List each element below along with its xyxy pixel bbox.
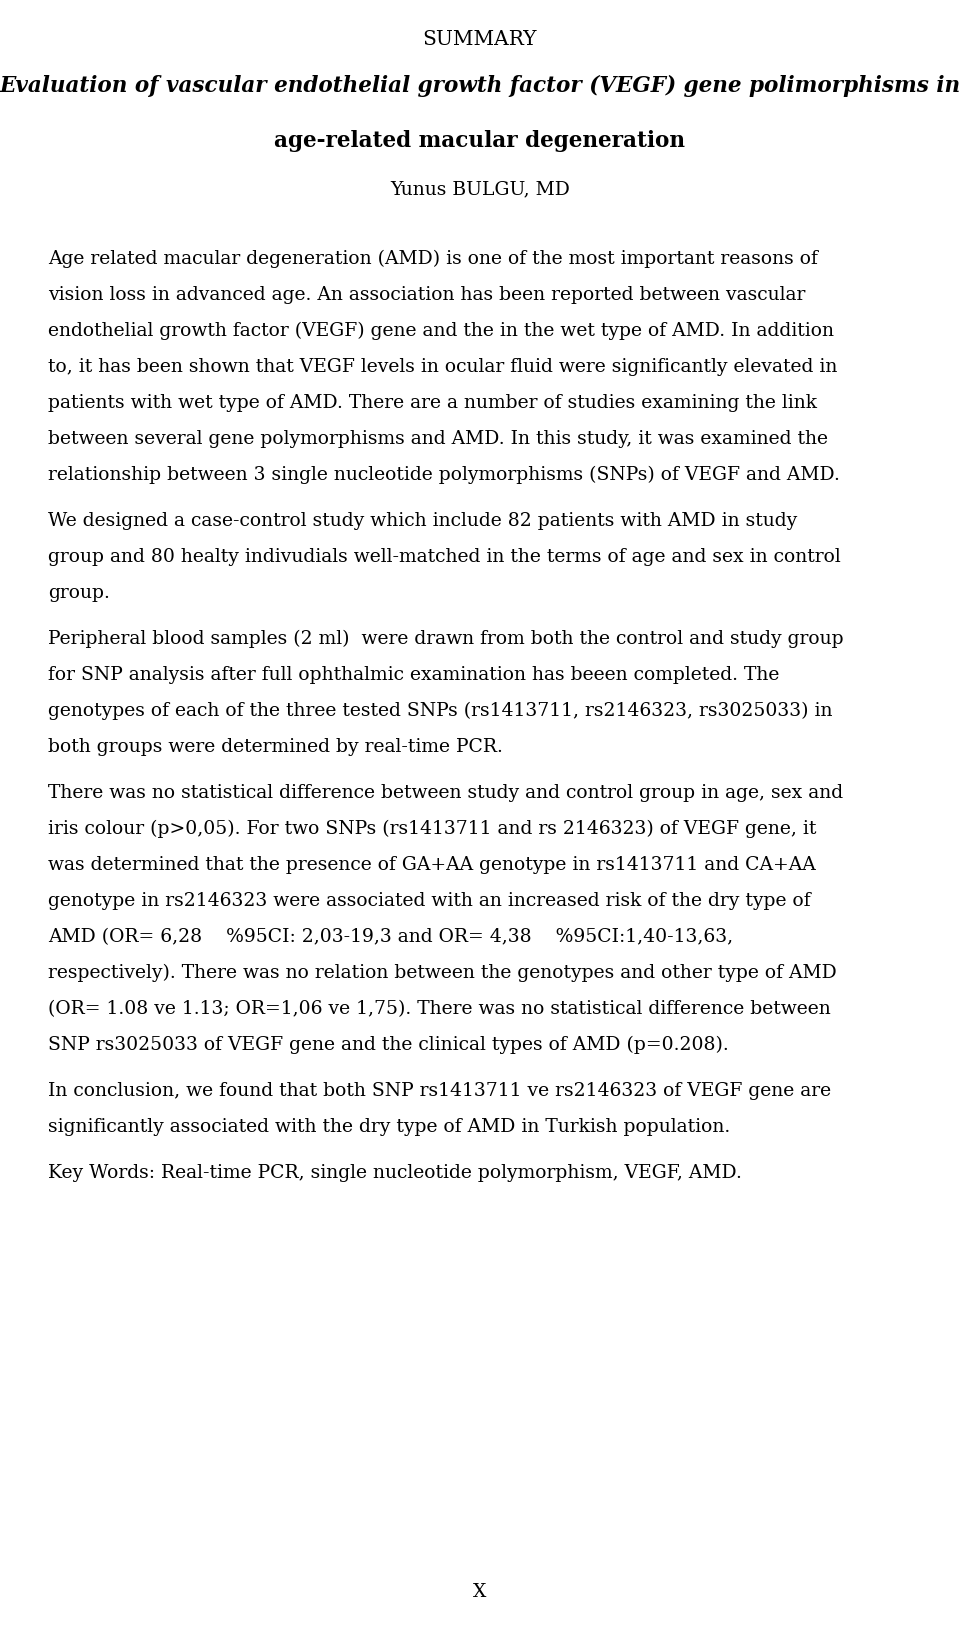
Text: SNP rs3025033 of VEGF gene and the clinical types of AMD (p=0.208).: SNP rs3025033 of VEGF gene and the clini… [48, 1035, 729, 1053]
Text: Age related macular degeneration (AMD) is one of the most important reasons of: Age related macular degeneration (AMD) i… [48, 249, 818, 267]
Text: Key Words: Real-time PCR, single nucleotide polymorphism, VEGF, AMD.: Key Words: Real-time PCR, single nucleot… [48, 1164, 742, 1182]
Text: (OR= 1.08 ve 1.13; OR=1,06 ve 1,75). There was no statistical difference between: (OR= 1.08 ve 1.13; OR=1,06 ve 1,75). The… [48, 999, 830, 1017]
Text: Peripheral blood samples (2 ml)  were drawn from both the control and study grou: Peripheral blood samples (2 ml) were dra… [48, 629, 844, 647]
Text: respectively). There was no relation between the genotypes and other type of AMD: respectively). There was no relation bet… [48, 963, 837, 981]
Text: vision loss in advanced age. An association has been reported between vascular: vision loss in advanced age. An associat… [48, 285, 805, 303]
Text: Yunus BULGU, MD: Yunus BULGU, MD [390, 179, 570, 197]
Text: between several gene polymorphisms and AMD. In this study, it was examined the: between several gene polymorphisms and A… [48, 430, 828, 448]
Text: relationship between 3 single nucleotide polymorphisms (SNPs) of VEGF and AMD.: relationship between 3 single nucleotide… [48, 466, 840, 484]
Text: We designed a case-control study which include 82 patients with AMD in study: We designed a case-control study which i… [48, 512, 797, 530]
Text: to, it has been shown that VEGF levels in ocular fluid were significantly elevat: to, it has been shown that VEGF levels i… [48, 357, 837, 377]
Text: significantly associated with the dry type of AMD in Turkish population.: significantly associated with the dry ty… [48, 1117, 731, 1136]
Text: genotype in rs2146323 were associated with an increased risk of the dry type of: genotype in rs2146323 were associated wi… [48, 892, 810, 910]
Text: age-related macular degeneration: age-related macular degeneration [275, 130, 685, 152]
Text: group.: group. [48, 584, 109, 601]
Text: was determined that the presence of GA+AA genotype in rs1413711 and CA+AA: was determined that the presence of GA+A… [48, 856, 816, 874]
Text: for SNP analysis after full ophthalmic examination has beeen completed. The: for SNP analysis after full ophthalmic e… [48, 665, 780, 683]
Text: In conclusion, we found that both SNP rs1413711 ve rs2146323 of VEGF gene are: In conclusion, we found that both SNP rs… [48, 1081, 831, 1099]
Text: both groups were determined by real-time PCR.: both groups were determined by real-time… [48, 737, 503, 756]
Text: There was no statistical difference between study and control group in age, sex : There was no statistical difference betw… [48, 784, 843, 802]
Text: Evaluation of vascular endothelial growth factor (VEGF) gene polimorphisms in: Evaluation of vascular endothelial growt… [0, 75, 960, 98]
Text: endothelial growth factor (VEGF) gene and the in the wet type of AMD. In additio: endothelial growth factor (VEGF) gene an… [48, 321, 834, 341]
Text: patients with wet type of AMD. There are a number of studies examining the link: patients with wet type of AMD. There are… [48, 394, 817, 412]
Text: AMD (OR= 6,28    %95CI: 2,03-19,3 and OR= 4,38    %95CI:1,40-13,63,: AMD (OR= 6,28 %95CI: 2,03-19,3 and OR= 4… [48, 927, 733, 945]
Text: iris colour (p>0,05). For two SNPs (rs1413711 and rs 2146323) of VEGF gene, it: iris colour (p>0,05). For two SNPs (rs14… [48, 820, 816, 838]
Text: SUMMARY: SUMMARY [422, 29, 538, 49]
Text: group and 80 healty indivudials well-matched in the terms of age and sex in cont: group and 80 healty indivudials well-mat… [48, 548, 841, 566]
Text: X: X [473, 1583, 487, 1601]
Text: genotypes of each of the three tested SNPs (rs1413711, rs2146323, rs3025033) in: genotypes of each of the three tested SN… [48, 701, 832, 720]
